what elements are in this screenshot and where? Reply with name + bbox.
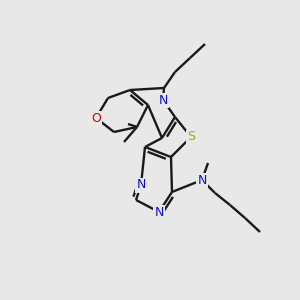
Text: N: N [154,206,164,218]
Text: N: N [136,178,146,191]
Text: N: N [197,173,207,187]
Text: S: S [187,130,195,143]
Text: O: O [91,112,101,124]
Text: N: N [158,94,168,106]
